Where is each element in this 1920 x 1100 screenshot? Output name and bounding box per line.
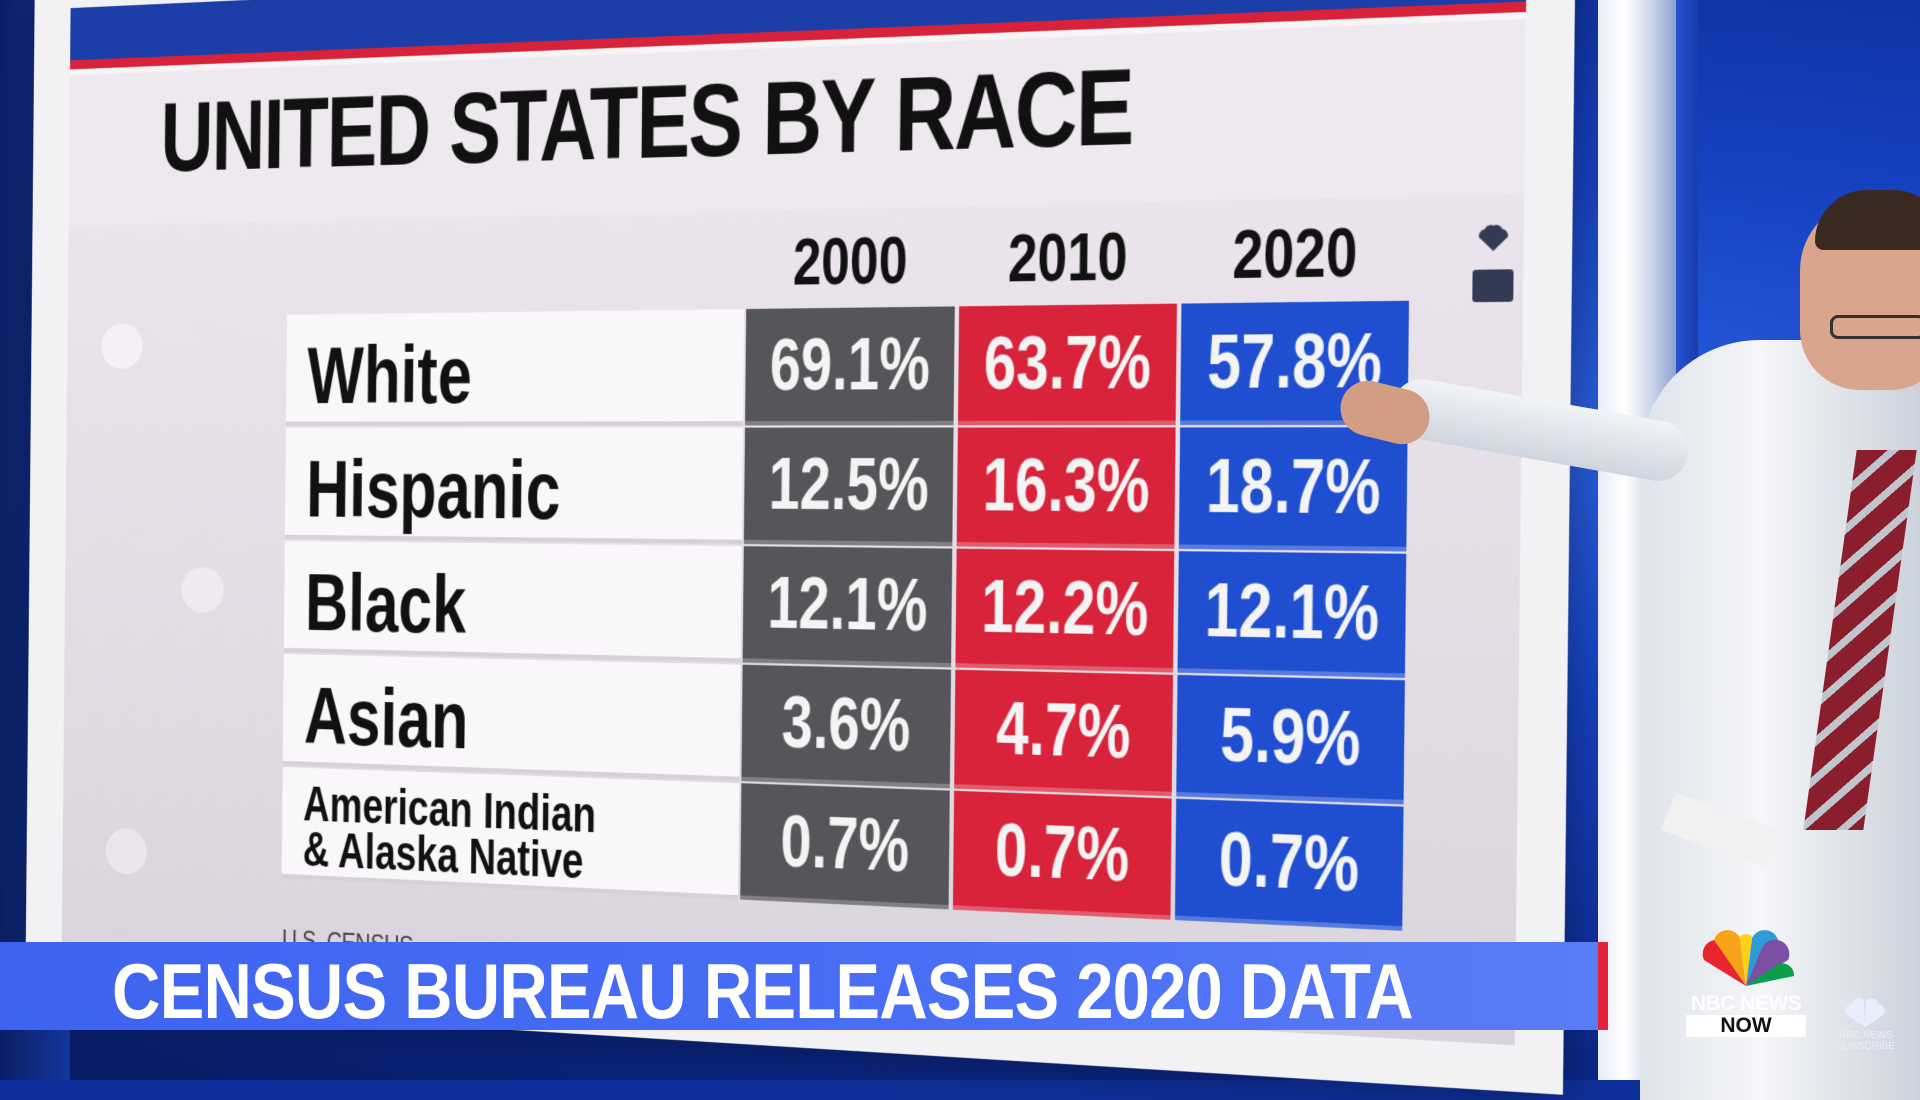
row-label: White <box>286 309 744 426</box>
logo-text-nbc-news: NBC NEWS <box>1686 992 1806 1014</box>
cell-2010: 0.7% <box>953 791 1172 920</box>
row-label: Black <box>284 541 742 663</box>
table-row: American Indian & Alaska Native 0.7% 0.7… <box>282 767 283 880</box>
table-row: Asian 3.6% 4.7% 5.9% <box>283 654 284 767</box>
cell-2010: 63.7% <box>958 304 1177 426</box>
cell-2010: 16.3% <box>957 427 1176 548</box>
board-screen: UNITED STATES BY RACE 2000 2010 2020 Whi… <box>62 0 1527 1045</box>
display-board: UNITED STATES BY RACE 2000 2010 2020 Whi… <box>25 0 1576 1095</box>
board-corner-badge <box>1472 269 1513 302</box>
year-header-2020: 2020 <box>1213 212 1377 294</box>
row-label: American Indian & Alaska Native <box>282 767 740 899</box>
star-decoration <box>62 222 272 974</box>
table-row: Hispanic 12.5% 16.3% 18.7% <box>285 428 286 541</box>
year-header-2000: 2000 <box>775 221 925 300</box>
row-label: Hispanic <box>285 428 743 544</box>
nbc-peacock-icon <box>1686 930 1806 988</box>
cell-2000: 69.1% <box>745 306 955 425</box>
row-label: Asian <box>283 654 741 781</box>
subscribe-watermark[interactable]: NBC NEWS SUBSCRIBE <box>1826 1030 1906 1052</box>
cell-2020: 0.7% <box>1175 799 1404 931</box>
subscribe-peacock-icon <box>1840 998 1890 1028</box>
table-row: Black 12.1% 12.2% 12.1% <box>284 541 285 654</box>
cell-2020: 5.9% <box>1176 675 1405 804</box>
cell-2010: 4.7% <box>954 670 1173 797</box>
presenter-glasses <box>1830 315 1920 339</box>
year-header-2010: 2010 <box>990 217 1147 298</box>
headline: CENSUS BUREAU RELEASES 2020 DATA <box>112 946 1413 1037</box>
cell-2000: 12.1% <box>743 546 953 667</box>
cell-2020: 18.7% <box>1179 427 1408 551</box>
cell-2000: 12.5% <box>744 428 954 547</box>
peacock-icon <box>1475 220 1512 255</box>
lower-third-accent <box>1598 942 1608 1030</box>
cell-2000: 3.6% <box>741 665 951 789</box>
cell-2000: 0.7% <box>740 783 950 909</box>
cell-2020: 12.1% <box>1178 551 1407 678</box>
cell-2010: 12.2% <box>955 549 1174 673</box>
logo-text-now: NOW <box>1686 1015 1806 1037</box>
table-row: White 69.1% 63.7% 57.8% <box>286 315 287 428</box>
